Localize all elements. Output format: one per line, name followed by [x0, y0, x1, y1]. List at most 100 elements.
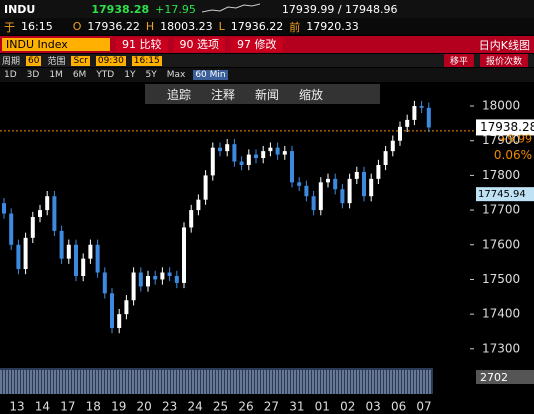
- candle-body: [326, 178, 330, 183]
- low-label: L: [218, 20, 225, 33]
- candle-body: [232, 144, 237, 162]
- range-button[interactable]: 5Y: [145, 70, 157, 80]
- candle-body: [9, 213, 14, 245]
- y-tick-label: 17300: [482, 341, 520, 355]
- candle-body: [167, 272, 172, 276]
- period[interactable]: 60: [26, 55, 42, 66]
- candle-body: [138, 272, 143, 287]
- low: 17936.22: [230, 20, 284, 33]
- shift-button[interactable]: 移平: [443, 54, 474, 67]
- function-bar: INDU Index 91 比较 90 选项 97 修改 日内K线图: [0, 36, 534, 53]
- range-button[interactable]: 3D: [26, 70, 40, 80]
- y-tick-label: 17600: [482, 237, 520, 251]
- range-button[interactable]: YTD: [96, 70, 115, 80]
- range-row: 1D 3D 1M 6M YTD 1Y 5Y Max 60 Min: [0, 68, 534, 82]
- last-price-label: 17938.28: [480, 120, 534, 134]
- prev-close: 17920.33: [306, 20, 359, 33]
- x-tick-label: 06: [391, 400, 406, 414]
- end-time[interactable]: 16:15: [131, 55, 162, 66]
- candle-body: [275, 147, 280, 155]
- candle-body: [419, 106, 424, 108]
- candle-body: [16, 244, 21, 270]
- ticks-button[interactable]: 报价次数: [479, 54, 528, 67]
- start-time[interactable]: 09:30: [95, 55, 126, 66]
- y-tick-label: 17400: [482, 307, 520, 321]
- candle-body: [426, 107, 431, 128]
- tool-button[interactable]: 新闻: [255, 87, 280, 102]
- options-button[interactable]: 90 选项: [173, 37, 225, 52]
- candle-body: [340, 189, 345, 204]
- range-button[interactable]: 6M: [72, 70, 87, 80]
- candle-body: [398, 126, 402, 141]
- x-tick-label: 25: [213, 400, 228, 414]
- x-tick-label: 20: [137, 400, 152, 414]
- candle-body: [362, 171, 366, 197]
- candle-body: [2, 203, 6, 214]
- change-annotation: +9.99: [498, 132, 532, 145]
- candle-body: [297, 182, 302, 186]
- period-label: 周期: [2, 57, 21, 67]
- open-label: O: [72, 20, 82, 33]
- security[interactable]: INDU Index: [2, 38, 110, 51]
- range-button[interactable]: 1Y: [124, 70, 136, 80]
- candle-body: [160, 272, 165, 280]
- candle-body: [383, 151, 388, 165]
- candle-body: [254, 154, 258, 159]
- candle-body: [239, 161, 244, 165]
- volume-label: 2702: [480, 371, 508, 384]
- range-button[interactable]: 1M: [49, 70, 63, 80]
- candle-body: [182, 227, 186, 283]
- y-tick-label: 17700: [482, 203, 520, 217]
- last-price-tag: [476, 119, 534, 136]
- x-tick-label: 07: [416, 400, 431, 414]
- ohlc-row: 于 16:15 O 17936.22 H 18003.23 L 17936.22…: [0, 18, 534, 35]
- candle-body: [218, 147, 222, 152]
- candle-body: [311, 196, 316, 211]
- open: 17936.22: [87, 20, 140, 33]
- ma-label: 17745.94: [478, 189, 526, 200]
- candle-body: [174, 275, 179, 283]
- pct-annotation: 0.06%: [494, 148, 532, 162]
- candle-body: [246, 154, 251, 165]
- quote-row: INDU 17938.28 +17.95 17939.99 / 17948.96: [0, 0, 534, 18]
- y-tick-label: 17800: [482, 168, 520, 182]
- candle-body: [81, 258, 86, 276]
- tool-button[interactable]: 追踪: [167, 87, 192, 102]
- range-button[interactable]: 1D: [4, 70, 17, 80]
- x-tick-label: 31: [289, 400, 304, 414]
- x-tick-label: 27: [264, 400, 279, 414]
- candle-body: [347, 178, 352, 204]
- candle-body: [66, 244, 71, 259]
- tool-button[interactable]: 注释: [211, 87, 236, 102]
- chart: 2702173001740017500176001770017800179001…: [0, 99, 534, 414]
- x-tick-label: 23: [162, 400, 177, 414]
- tool-button[interactable]: 缩放: [299, 87, 324, 102]
- candle-body: [117, 314, 122, 329]
- candle-body: [146, 275, 150, 287]
- x-tick-label: 02: [340, 400, 355, 414]
- candle-body: [88, 244, 93, 259]
- range[interactable]: Scr: [71, 55, 90, 66]
- candle-body: [268, 147, 273, 152]
- candle-body: [52, 196, 57, 231]
- range-button[interactable]: Max: [166, 70, 186, 80]
- compare-button[interactable]: 91 比较: [116, 37, 168, 52]
- candle-body: [124, 300, 129, 315]
- y-tick-label: 17900: [482, 133, 520, 147]
- candle-body: [38, 210, 42, 218]
- candle-body: [102, 272, 107, 294]
- range-button[interactable]: 60 Min: [193, 70, 228, 80]
- sparkline: [201, 3, 260, 13]
- edit-button[interactable]: 97 修改: [231, 37, 283, 52]
- candle-body: [405, 119, 410, 127]
- x-tick-label: 17: [60, 400, 75, 414]
- candle-body: [261, 151, 266, 159]
- x-tick-label: 19: [111, 400, 126, 414]
- candle-body: [225, 144, 230, 152]
- candle-body: [110, 293, 114, 329]
- candle-body: [333, 178, 338, 190]
- last-price: 17938.28: [91, 2, 150, 16]
- y-tick-label: 18000: [482, 99, 520, 113]
- x-tick-label: 03: [366, 400, 381, 414]
